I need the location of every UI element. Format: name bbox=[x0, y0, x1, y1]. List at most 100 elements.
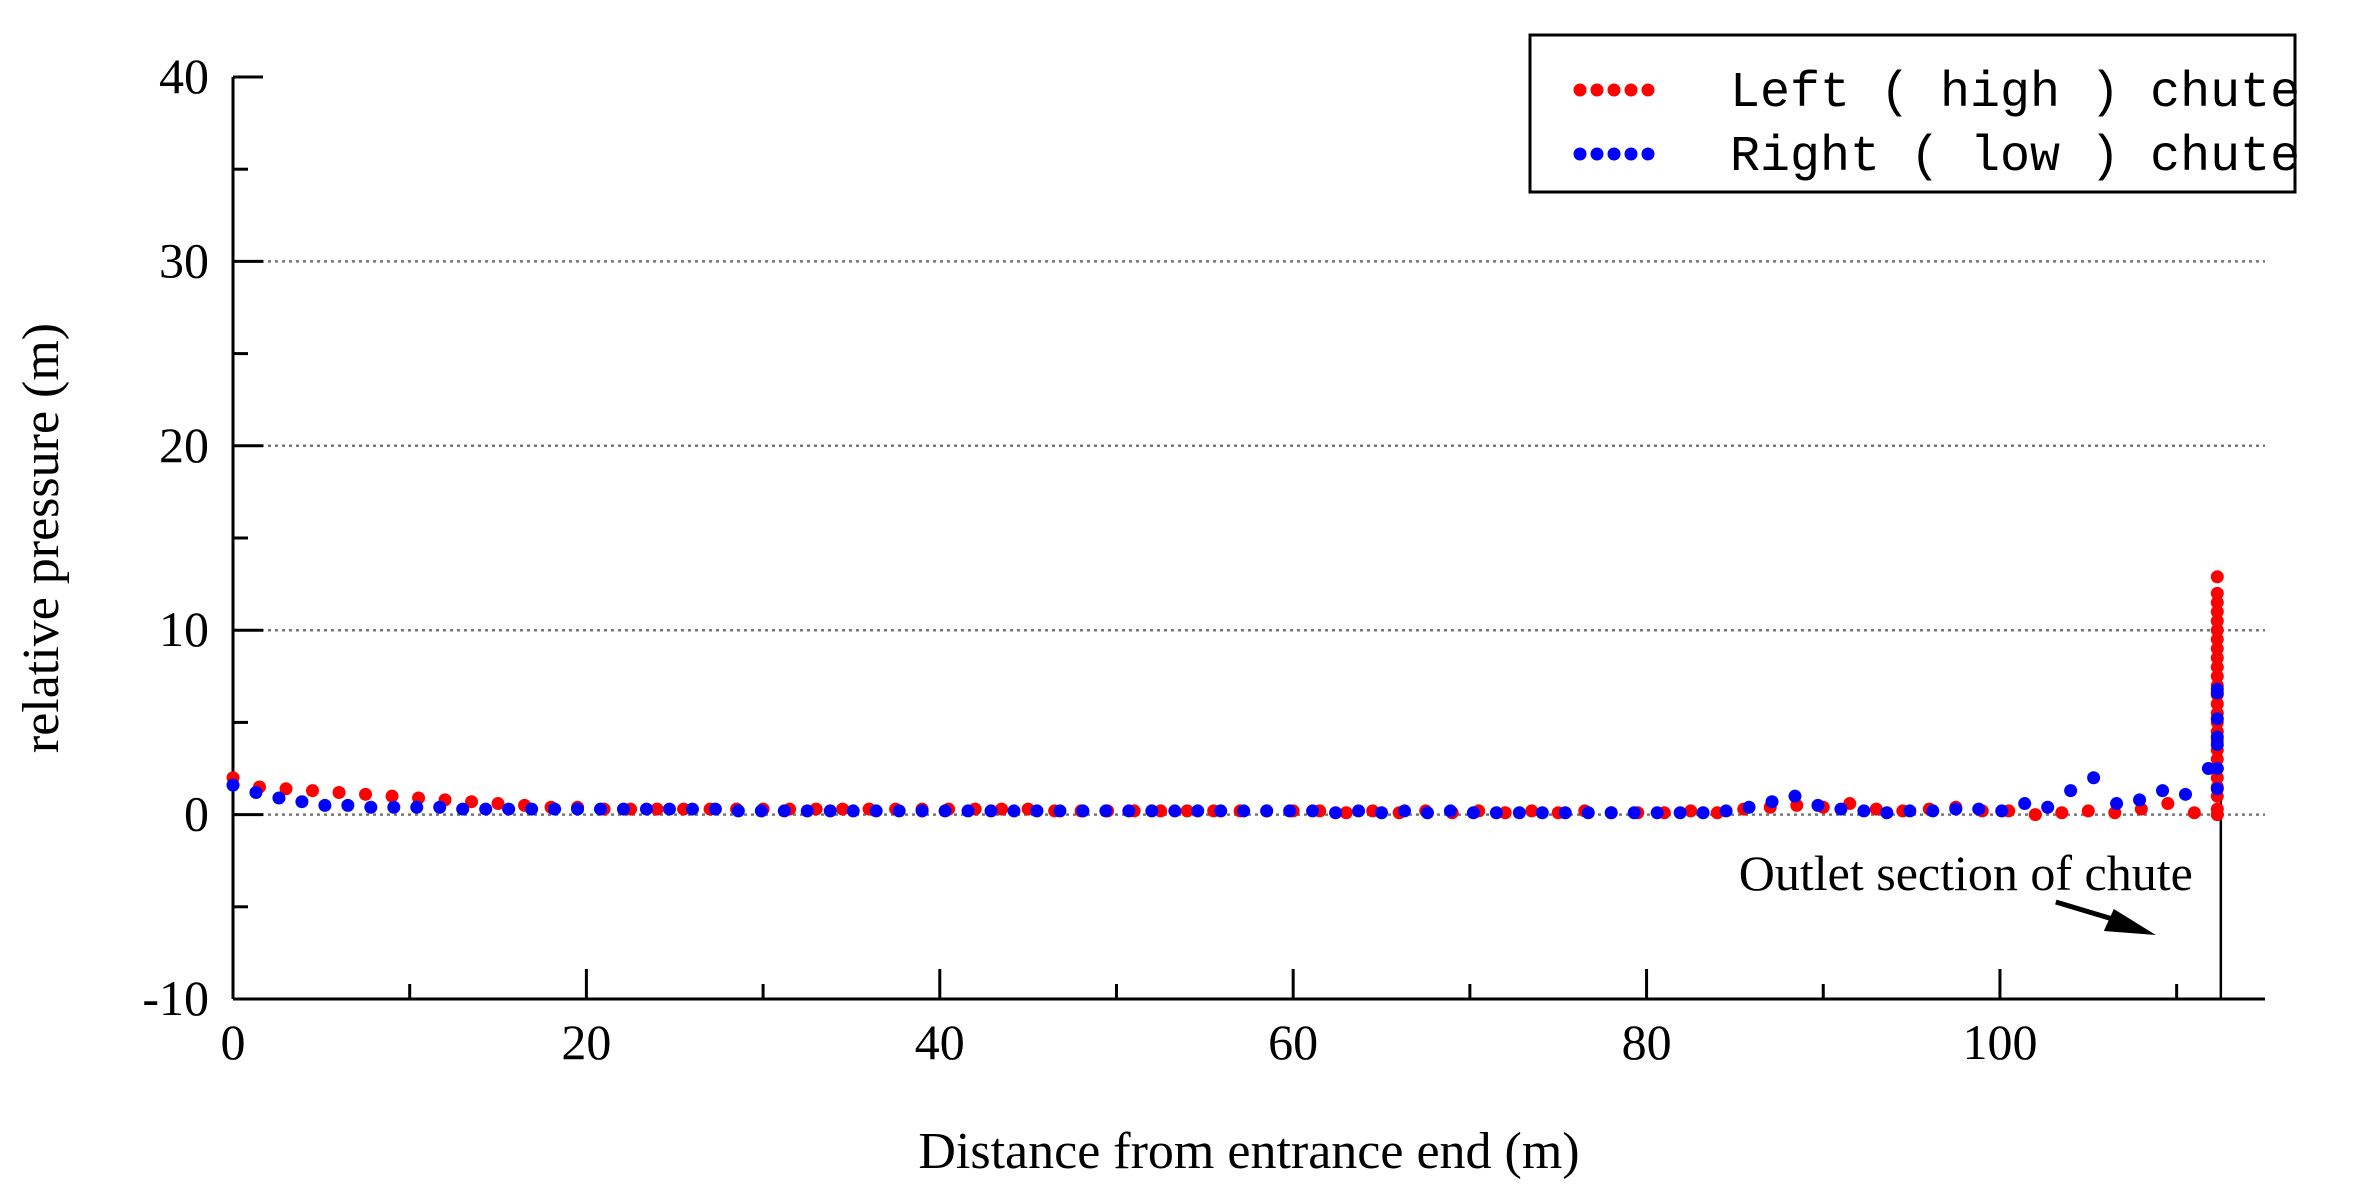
data-point bbox=[2210, 712, 2224, 726]
data-point bbox=[1811, 798, 1825, 812]
data-point bbox=[2064, 784, 2078, 798]
legend-marker bbox=[1641, 83, 1655, 97]
data-point bbox=[984, 804, 998, 818]
x-tick-label: 60 bbox=[1268, 1014, 1318, 1070]
data-point bbox=[2210, 682, 2224, 696]
data-point bbox=[2210, 802, 2224, 816]
data-point bbox=[525, 802, 539, 816]
data-point bbox=[2210, 596, 2224, 610]
data-point bbox=[1673, 806, 1687, 820]
legend: Left ( high ) chute Right ( low ) chute bbox=[1528, 33, 2300, 194]
data-point bbox=[1788, 789, 1802, 803]
y-tick-label: 40 bbox=[159, 48, 209, 104]
data-point bbox=[1443, 804, 1457, 818]
data-point bbox=[708, 802, 722, 816]
data-point bbox=[2210, 752, 2224, 766]
data-point bbox=[1260, 804, 1274, 818]
data-point bbox=[1719, 804, 1733, 818]
data-point bbox=[433, 800, 447, 814]
data-point bbox=[1352, 804, 1366, 818]
data-point bbox=[385, 789, 399, 803]
legend-label: Left ( high ) chute bbox=[1730, 65, 2300, 122]
data-point bbox=[2210, 771, 2224, 785]
data-point bbox=[571, 802, 585, 816]
data-point bbox=[639, 802, 653, 816]
data-series bbox=[226, 570, 2224, 822]
legend-marker bbox=[1624, 147, 1638, 161]
y-tick-label: 0 bbox=[184, 786, 209, 842]
data-point bbox=[359, 787, 373, 801]
data-point bbox=[279, 782, 293, 796]
data-point bbox=[1869, 802, 1883, 816]
data-point bbox=[364, 800, 378, 814]
data-point bbox=[1512, 806, 1526, 820]
tick-marks bbox=[231, 75, 2179, 1001]
data-point bbox=[1122, 804, 1136, 818]
legend-marker bbox=[1607, 147, 1621, 161]
data-point bbox=[1857, 804, 1871, 818]
x-tick-label: 100 bbox=[1962, 1014, 2037, 1070]
y-axis-title: relative pressure (m) bbox=[13, 323, 70, 753]
data-point bbox=[1145, 804, 1159, 818]
data-point bbox=[1903, 804, 1917, 818]
data-point bbox=[650, 802, 664, 816]
data-point bbox=[341, 798, 355, 812]
data-point bbox=[2210, 586, 2224, 600]
data-point bbox=[2210, 605, 2224, 619]
data-point bbox=[1558, 806, 1572, 820]
data-point bbox=[685, 802, 699, 816]
data-point bbox=[1237, 804, 1251, 818]
data-point bbox=[961, 804, 975, 818]
data-point bbox=[1535, 806, 1549, 820]
data-point bbox=[295, 795, 309, 809]
data-point bbox=[1926, 804, 1940, 818]
data-point bbox=[2178, 787, 2192, 801]
data-point bbox=[1397, 804, 1411, 818]
data-point bbox=[1972, 802, 1986, 816]
data-point bbox=[2210, 730, 2224, 744]
data-point bbox=[800, 804, 814, 818]
data-point bbox=[410, 800, 424, 814]
series-left-high-chute bbox=[226, 570, 2224, 822]
data-point bbox=[387, 800, 401, 814]
legend-marker bbox=[1641, 147, 1655, 161]
x-tick-label: 20 bbox=[561, 1014, 611, 1070]
x-tick-label: 40 bbox=[915, 1014, 965, 1070]
data-point bbox=[892, 804, 906, 818]
data-point bbox=[1375, 806, 1389, 820]
data-point bbox=[2041, 800, 2055, 814]
data-point bbox=[823, 804, 837, 818]
data-point bbox=[2210, 669, 2224, 683]
data-point bbox=[2156, 784, 2170, 798]
data-point bbox=[1742, 800, 1756, 814]
data-point bbox=[1650, 806, 1664, 820]
y-tick-label: 20 bbox=[159, 417, 209, 473]
data-point bbox=[1525, 804, 1539, 818]
data-point bbox=[1180, 804, 1194, 818]
data-point bbox=[2210, 782, 2224, 796]
x-axis-title: Distance from entrance end (m) bbox=[918, 1123, 1579, 1180]
data-point bbox=[479, 802, 493, 816]
data-point bbox=[1306, 804, 1320, 818]
data-point bbox=[731, 804, 745, 818]
y-tick-label: 10 bbox=[159, 601, 209, 657]
data-point bbox=[1007, 804, 1021, 818]
data-point bbox=[1834, 802, 1848, 816]
data-point bbox=[1489, 806, 1503, 820]
data-point bbox=[2210, 632, 2224, 646]
data-point bbox=[1880, 806, 1894, 820]
data-point bbox=[1329, 806, 1343, 820]
legend-label: Right ( low ) chute bbox=[1730, 129, 2300, 186]
legend-entry: Left ( high ) chute bbox=[1573, 65, 2300, 122]
legend-marker bbox=[1590, 147, 1604, 161]
x-tick-label: 80 bbox=[1622, 1014, 1672, 1070]
data-point bbox=[995, 802, 1009, 816]
data-point bbox=[2110, 797, 2124, 811]
data-point bbox=[836, 802, 850, 816]
data-point bbox=[1099, 804, 1113, 818]
data-point bbox=[616, 802, 630, 816]
data-point bbox=[318, 798, 332, 812]
data-point bbox=[1030, 804, 1044, 818]
data-point bbox=[1339, 806, 1353, 820]
